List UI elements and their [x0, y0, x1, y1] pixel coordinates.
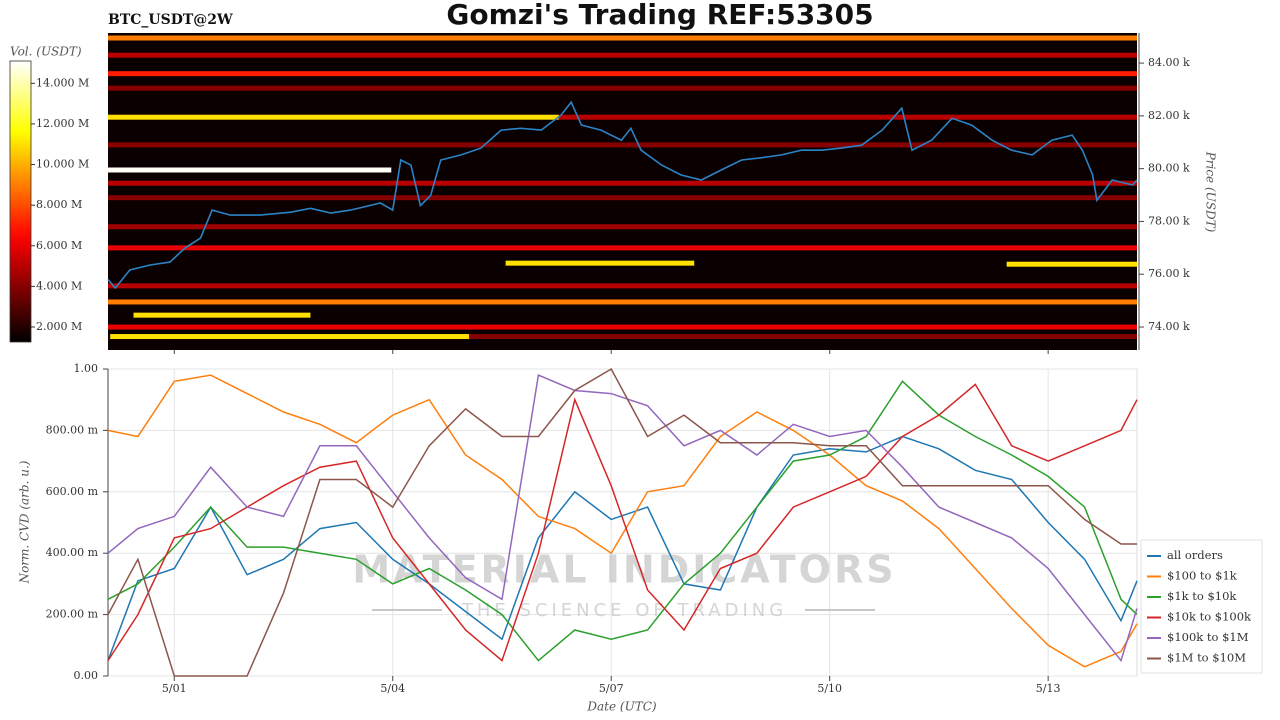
heatmap-band	[505, 260, 695, 266]
heatmap-band	[469, 334, 1137, 340]
price-line	[107, 100, 1138, 290]
y-tick-label: 800.00 m	[46, 423, 99, 436]
x-tick-label: 5/01	[162, 682, 187, 695]
x-tick-label: 5/13	[1036, 682, 1061, 695]
y-axis-label: Norm. CVD (arb. u.)	[18, 460, 32, 584]
heatmap-band	[108, 35, 1137, 41]
heatmap-band	[108, 283, 1137, 289]
heatmap-band	[108, 114, 559, 120]
heatmap-band	[108, 224, 1137, 230]
colorbar-tick-label: 8.000 M	[36, 198, 82, 211]
heatmap-band	[108, 71, 1137, 77]
x-tick-label: 5/04	[380, 682, 405, 695]
watermark: MATERIAL INDICATORS	[352, 548, 896, 592]
heatmap-band	[108, 245, 1137, 251]
heatmap-band	[108, 167, 392, 173]
y-tick-label: 78.00 k	[1148, 214, 1190, 227]
heatmap-band	[108, 195, 1137, 201]
cvd-line	[107, 374, 1138, 668]
y-tick-label: 200.00 m	[46, 608, 99, 621]
x-axis-label: Date (UTC)	[586, 700, 656, 714]
legend-label: $1k to $10k	[1167, 589, 1237, 603]
watermark: THE SCIENCE OF TRADING	[461, 600, 787, 621]
heatmap-band	[108, 180, 1137, 186]
x-tick-label: 5/10	[817, 682, 842, 695]
legend-label: $1M to $10M	[1167, 651, 1246, 665]
y-tick-label: 80.00 k	[1148, 162, 1190, 175]
x-tick-label: 5/07	[599, 682, 624, 695]
colorbar-tick-label: 12.000 M	[36, 117, 89, 130]
y-tick-label: 600.00 m	[46, 485, 99, 498]
colorbar-tick-label: 4.000 M	[36, 279, 82, 292]
chart-title: Gomzi's Trading REF:53305	[446, 0, 873, 31]
chart-subtitle: BTC_USDT@2W	[108, 12, 233, 28]
y-tick-label: 400.00 m	[46, 546, 99, 559]
legend-label: $100 to $1k	[1167, 569, 1238, 583]
heatmap-band	[108, 52, 1137, 58]
y-tick-label: 82.00 k	[1148, 109, 1190, 122]
y-tick-label: 0.00	[74, 669, 99, 682]
heatmap-band	[108, 299, 1137, 305]
plot-area	[107, 368, 1138, 677]
cvd-line	[107, 374, 1138, 663]
heatmap-band	[110, 334, 470, 340]
colorbar-tick-label: 14.000 M	[36, 76, 89, 89]
colorbar-label: Vol. (USDT)	[10, 45, 82, 59]
y-tick-label: 1.00	[74, 362, 99, 375]
heatmap-band	[558, 114, 1137, 120]
colorbar-tick-label: 10.000 M	[36, 158, 89, 171]
legend-box	[1140, 539, 1263, 674]
y-tick-label: 76.00 k	[1148, 267, 1190, 280]
colorbar-tick-label: 2.000 M	[36, 320, 82, 333]
y-tick-label: 84.00 k	[1148, 56, 1190, 69]
cvd-line	[107, 380, 1138, 662]
heatmap-band	[108, 85, 1137, 91]
y-axis-label: Price (USDT)	[1204, 151, 1218, 233]
legend-label: all orders	[1167, 548, 1223, 562]
cvd-line	[107, 383, 1138, 662]
heatmap-band	[108, 324, 1137, 330]
colorbar-tick-label: 6.000 M	[36, 239, 82, 252]
heatmap-band	[108, 142, 1137, 148]
cvd-line	[107, 367, 1137, 677]
colorbar	[9, 60, 32, 343]
cvd-line	[107, 435, 1138, 661]
heatmap-band	[133, 312, 311, 318]
heatmap-band	[1006, 261, 1137, 267]
y-tick-label: 74.00 k	[1148, 320, 1190, 333]
legend-label: $100k to $1M	[1167, 630, 1249, 644]
legend-label: $10k to $100k	[1167, 610, 1252, 624]
